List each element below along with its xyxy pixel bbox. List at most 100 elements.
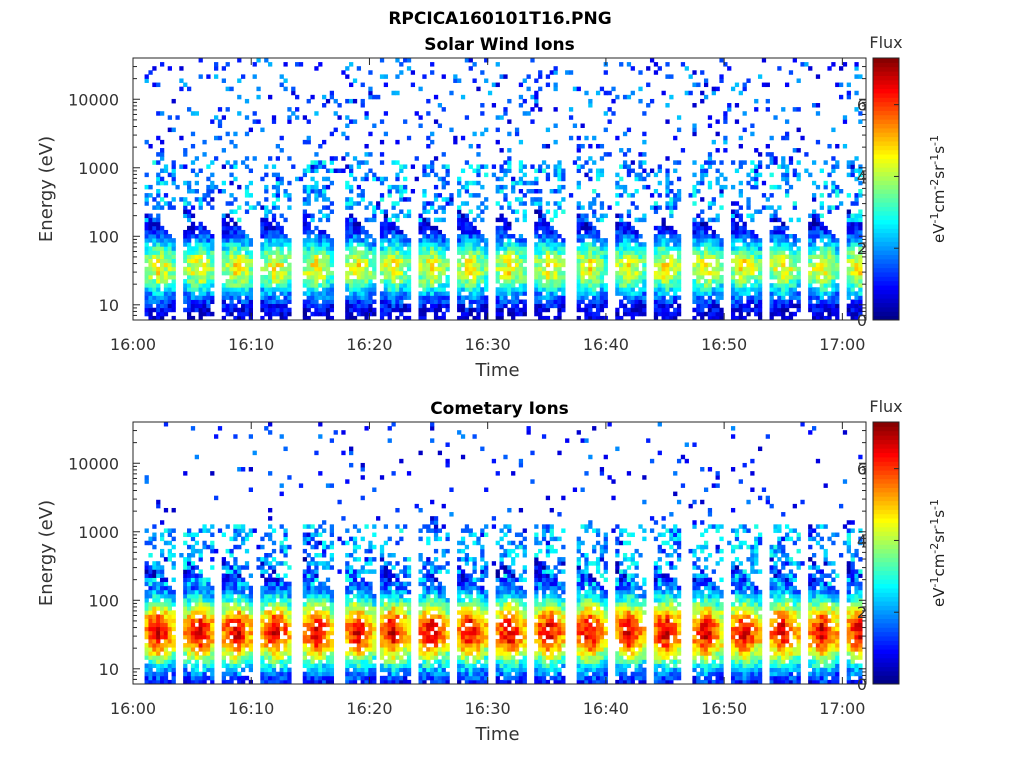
flux-cell — [399, 283, 404, 288]
flux-cell — [163, 307, 169, 313]
flux-cell — [194, 279, 199, 284]
flux-cell — [148, 655, 153, 660]
flux-cell — [700, 176, 705, 182]
flux-cell — [692, 291, 697, 296]
flux-cell — [198, 638, 203, 644]
flux-cell — [441, 197, 446, 202]
flux-cell — [522, 78, 527, 83]
flux-cell — [156, 180, 161, 186]
flux-cell — [457, 262, 462, 268]
flux-cell — [831, 205, 836, 210]
flux-cell — [325, 234, 331, 239]
flux-cell — [835, 193, 840, 198]
flux-cell — [781, 262, 786, 268]
flux-cell — [337, 115, 342, 120]
flux-cell — [221, 213, 226, 219]
flux-cell — [792, 295, 797, 300]
flux-cell — [426, 274, 431, 280]
flux-cell — [657, 295, 662, 300]
flux-cell — [784, 246, 790, 251]
flux-cell — [183, 197, 188, 202]
flux-cell — [719, 193, 724, 198]
flux-cell — [522, 111, 527, 116]
flux-cell — [422, 307, 427, 313]
flux-cell — [156, 503, 161, 509]
flux-cell — [279, 135, 284, 141]
flux-cell — [171, 536, 176, 542]
flux-cell — [318, 242, 323, 247]
flux-cell — [322, 262, 327, 268]
flux-cell — [819, 205, 824, 210]
flux-cell — [252, 62, 257, 67]
flux-cell — [738, 135, 743, 141]
flux-cell — [518, 94, 524, 100]
flux-cell — [642, 184, 647, 190]
flux-cell — [784, 234, 790, 239]
flux-cell — [858, 209, 863, 214]
flux-cell — [194, 667, 199, 673]
flux-cell — [349, 225, 354, 231]
flux-cell — [202, 577, 207, 583]
flux-cell — [198, 577, 203, 583]
flux-cell — [194, 593, 199, 599]
flux-cell — [171, 553, 176, 558]
flux-cell — [302, 242, 308, 247]
flux-cell — [819, 299, 824, 305]
flux-cell — [430, 274, 435, 280]
flux-cell — [622, 266, 628, 272]
flux-cell — [819, 266, 824, 272]
flux-cell — [715, 315, 720, 321]
flux-cell — [399, 164, 404, 169]
flux-cell — [144, 475, 149, 480]
flux-cell — [773, 229, 778, 235]
flux-cell — [603, 270, 608, 276]
flux-cell — [202, 307, 207, 313]
flux-cell — [480, 266, 485, 272]
flux-cell — [206, 270, 211, 276]
flux-cell — [368, 274, 373, 280]
flux-cell — [730, 213, 736, 219]
flux-cell — [588, 283, 593, 288]
flux-cell — [615, 270, 620, 276]
flux-cell — [318, 238, 323, 243]
flux-cell — [642, 168, 647, 174]
flux-cell — [437, 279, 443, 284]
flux-cell — [495, 287, 500, 292]
flux-cell — [206, 242, 211, 247]
flux-cell — [592, 311, 597, 317]
flux-cell — [642, 254, 647, 259]
flux-cell — [187, 246, 192, 251]
flux-cell — [395, 238, 400, 243]
flux-cell — [626, 127, 632, 133]
flux-cell — [734, 258, 740, 264]
flux-cell — [819, 279, 824, 284]
flux-cell — [503, 270, 508, 276]
flux-cell — [190, 553, 196, 558]
flux-cell — [730, 299, 736, 305]
flux-cell — [221, 262, 226, 268]
flux-cell — [364, 115, 369, 120]
flux-cell — [808, 234, 813, 239]
flux-cell — [808, 225, 813, 231]
flux-cell — [214, 184, 219, 190]
flux-cell — [750, 176, 755, 182]
flux-cell — [449, 193, 454, 198]
flux-cell — [441, 266, 446, 272]
flux-cell — [391, 258, 396, 264]
flux-cell — [252, 205, 257, 210]
flux-cell — [773, 160, 778, 165]
flux-cell — [507, 270, 512, 276]
flux-cell — [750, 184, 755, 190]
flux-cell — [252, 156, 257, 161]
flux-cell — [692, 262, 697, 268]
flux-cell — [665, 103, 670, 108]
flux-cell — [603, 287, 608, 292]
flux-cell — [665, 189, 670, 194]
flux-cell — [480, 274, 485, 280]
flux-cell — [156, 499, 161, 505]
flux-cell — [437, 246, 443, 251]
flux-cell — [723, 119, 728, 124]
y-tick-label: 100 — [88, 227, 119, 246]
flux-cell — [545, 143, 551, 149]
flux-cell — [264, 189, 269, 194]
